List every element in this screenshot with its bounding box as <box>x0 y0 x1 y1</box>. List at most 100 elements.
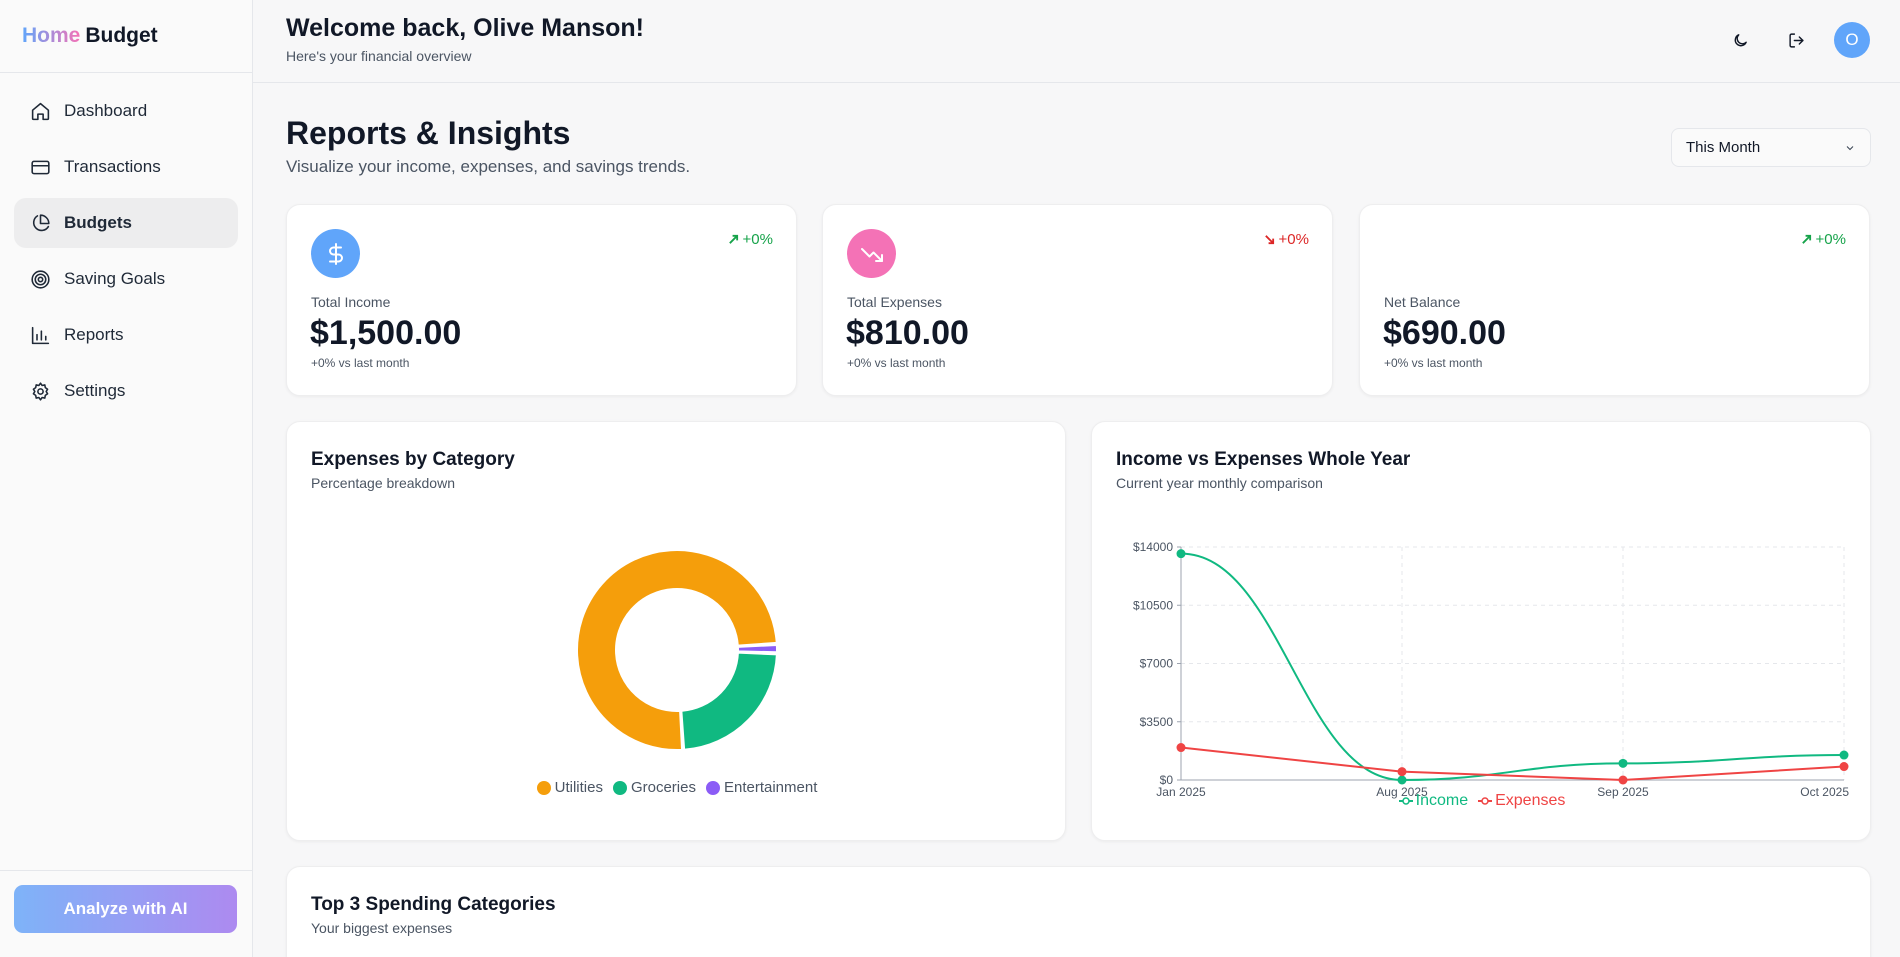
x-tick-label: Oct 2025 <box>1800 785 1849 799</box>
period-select-value: This Month <box>1686 139 1761 156</box>
data-point-expenses[interactable] <box>1176 743 1186 753</box>
sidebar-item-dashboard[interactable]: Dashboard <box>14 86 238 136</box>
trend-down-icon <box>1264 235 1274 245</box>
data-point-income[interactable] <box>1176 549 1186 559</box>
donut-slice-utilities[interactable] <box>576 549 778 751</box>
data-point-expenses[interactable] <box>1618 775 1628 785</box>
sidebar-item-budgets[interactable]: Budgets <box>14 198 238 248</box>
stat-label: Total Expenses <box>847 294 942 310</box>
y-tick-label: $14000 <box>1133 540 1173 554</box>
series-line-expenses <box>1180 746 1845 782</box>
trend-value: +0% <box>1815 231 1846 248</box>
legend-item-utilities[interactable]: Utilities <box>536 779 603 796</box>
sidebar-item-reports[interactable]: Reports <box>14 310 238 360</box>
gear-icon <box>32 381 49 401</box>
card-subtitle: Current year monthly comparison <box>1116 475 1323 491</box>
legend-item-entertainment[interactable]: Entertainment <box>705 779 818 796</box>
stat-value: $810.00 <box>846 314 969 352</box>
legend-label: Groceries <box>630 779 696 796</box>
line-legend: Income Expenses <box>1092 792 1872 810</box>
sidebar-item-label: Reports <box>64 325 124 344</box>
top-header: Welcome back, Olive Manson! Here's your … <box>253 0 1900 83</box>
y-tick-label: $3500 <box>1140 715 1174 729</box>
dollar-icon <box>328 242 343 265</box>
sidebar-item-label: Dashboard <box>64 101 148 120</box>
data-point-expenses[interactable] <box>1397 767 1407 777</box>
bar-chart-icon <box>31 326 50 344</box>
stat-card-expenses: +0% Total Expenses $810.00 +0% vs last m… <box>822 204 1333 396</box>
donut-chart <box>576 549 778 751</box>
stat-card-income: +0% Total Income $1,500.00 +0% vs last m… <box>286 204 797 396</box>
sidebar-item-label: Saving Goals <box>64 269 166 288</box>
series-line-income <box>1180 552 1845 782</box>
trend-badge: +0% <box>1801 231 1846 248</box>
legend-label: Income <box>1415 792 1469 809</box>
legend-label: Utilities <box>554 779 603 796</box>
data-point-income[interactable] <box>1397 775 1407 785</box>
legend-swatch <box>705 780 720 795</box>
credit-card-icon <box>31 160 50 174</box>
sidebar-item-saving-goals[interactable]: Saving Goals <box>14 254 238 304</box>
stat-card-net-balance: +0% Net Balance $690.00 +0% vs last mont… <box>1359 204 1870 396</box>
y-tick-label: $7000 <box>1140 657 1174 671</box>
welcome-subtitle: Here's your financial overview <box>286 48 472 64</box>
page-subtitle: Visualize your income, expenses, and sav… <box>286 157 691 176</box>
brand-logo[interactable]: Home Budget <box>0 0 252 73</box>
stat-value: $1,500.00 <box>310 314 462 352</box>
sidebar-item-settings[interactable]: Settings <box>14 366 238 416</box>
stat-label: Net Balance <box>1384 294 1461 310</box>
moon-icon <box>1734 33 1747 46</box>
trend-value: +0% <box>1278 231 1309 248</box>
sidebar-item-label: Transactions <box>64 157 161 176</box>
page-title: Reports & Insights <box>286 115 571 151</box>
target-icon <box>31 269 50 289</box>
trend-up-icon <box>728 234 738 244</box>
analyze-ai-button[interactable]: Analyze with AI <box>14 885 237 933</box>
data-point-income[interactable] <box>1839 750 1849 760</box>
stat-label: Total Income <box>311 294 391 310</box>
sidebar-item-label: Settings <box>64 381 126 400</box>
legend-item-groceries[interactable]: Groceries <box>612 779 696 796</box>
logout-button[interactable] <box>1778 22 1814 58</box>
trend-value: +0% <box>742 231 773 248</box>
donut-slice-entertainment[interactable] <box>736 643 778 654</box>
legend-label: Entertainment <box>723 779 818 796</box>
card-subtitle: Your biggest expenses <box>311 920 453 936</box>
sidebar-footer: Analyze with AI <box>0 870 252 957</box>
theme-toggle-button[interactable] <box>1722 22 1758 58</box>
income-vs-expenses-card: Income vs Expenses Whole Year Current ye… <box>1091 421 1871 841</box>
chevron-down-icon <box>1846 145 1854 150</box>
sidebar-item-label: Budgets <box>64 213 132 232</box>
legend-swatch <box>1398 797 1413 805</box>
sidebar-item-transactions[interactable]: Transactions <box>14 142 238 192</box>
sidebar-nav: Dashboard Transactions Budgets Saving Go… <box>0 73 252 435</box>
top-spending-card: Top 3 Spending Categories Your biggest e… <box>286 866 1871 957</box>
expenses-icon-circle <box>847 229 896 278</box>
data-point-expenses[interactable] <box>1839 762 1849 772</box>
legend-swatch <box>536 780 551 795</box>
card-subtitle: Percentage breakdown <box>311 475 455 491</box>
trend-badge: +0% <box>1264 231 1309 248</box>
legend-item-expenses[interactable]: Expenses <box>1478 792 1565 810</box>
logout-icon <box>1788 32 1804 48</box>
period-select[interactable]: This Month <box>1671 128 1871 167</box>
avatar[interactable]: O <box>1834 22 1870 58</box>
stat-note: +0% vs last month <box>311 356 410 370</box>
brand-home-text: Home <box>22 24 81 47</box>
legend-item-income[interactable]: Income <box>1398 792 1469 810</box>
trend-badge: +0% <box>728 231 773 248</box>
brand-budget-text: Budget <box>85 24 158 47</box>
header-actions: O <box>1702 22 1870 58</box>
legend-swatch <box>1478 797 1493 805</box>
welcome-heading: Welcome back, Olive Manson! <box>286 14 644 42</box>
card-title: Top 3 Spending Categories <box>311 894 556 915</box>
donut-slice-groceries[interactable] <box>680 651 778 751</box>
expenses-by-category-card: Expenses by Category Percentage breakdow… <box>286 421 1066 841</box>
legend-label: Expenses <box>1495 792 1566 809</box>
income-icon-circle <box>311 229 360 278</box>
sidebar: Home Budget Dashboard Transactions Budge… <box>0 0 253 957</box>
data-point-income[interactable] <box>1618 758 1628 768</box>
stat-note: +0% vs last month <box>847 356 946 370</box>
card-title: Expenses by Category <box>311 449 515 470</box>
stat-value: $690.00 <box>1383 314 1506 352</box>
